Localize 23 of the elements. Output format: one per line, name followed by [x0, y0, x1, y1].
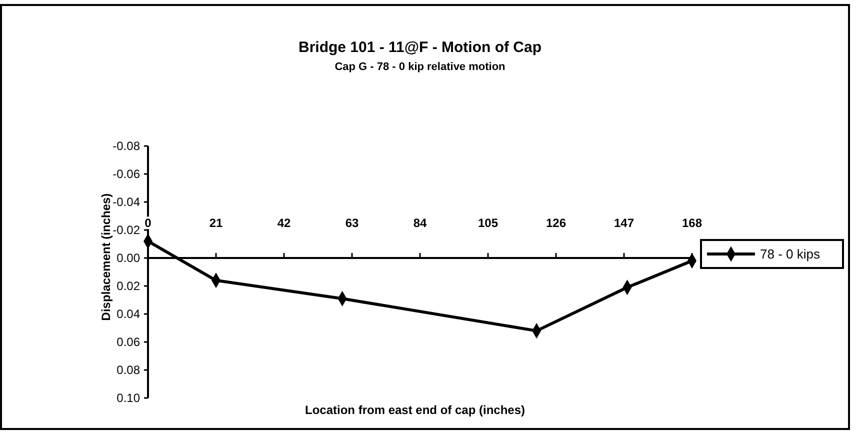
chart-subtitle: Cap G - 78 - 0 kip relative motion	[334, 61, 506, 73]
y-tick-label: -0.04	[112, 195, 140, 210]
x-tick-label: 63	[345, 216, 359, 230]
y-tick-label: -0.06	[112, 167, 140, 182]
x-tick-label: 42	[277, 216, 291, 230]
y-tick-label: 0.08	[116, 363, 140, 378]
x-tick-label: 168	[682, 216, 702, 230]
chart-title: Bridge 101 - 11@F - Motion of Cap	[298, 39, 542, 56]
x-axis-title: Location from east end of cap (inches)	[304, 403, 526, 417]
x-tick-label: 105	[478, 216, 498, 230]
y-tick-label: -0.02	[112, 223, 140, 238]
y-tick-label: 0.02	[116, 279, 140, 294]
legend-label: 78 - 0 kips	[760, 246, 820, 262]
y-axis-title: Displacement (inches)	[99, 193, 113, 321]
y-tick-label: 0.10	[116, 391, 140, 406]
y-tick-label: 0.06	[116, 335, 140, 350]
y-tick-label: 0.04	[116, 307, 140, 322]
x-tick-label: 147	[614, 216, 634, 230]
x-tick-label: 84	[413, 216, 427, 230]
x-tick-label: 126	[546, 216, 566, 230]
y-tick-label: 0.00	[116, 251, 140, 266]
x-tick-label: 21	[209, 216, 223, 230]
y-tick-label: -0.08	[112, 139, 140, 154]
